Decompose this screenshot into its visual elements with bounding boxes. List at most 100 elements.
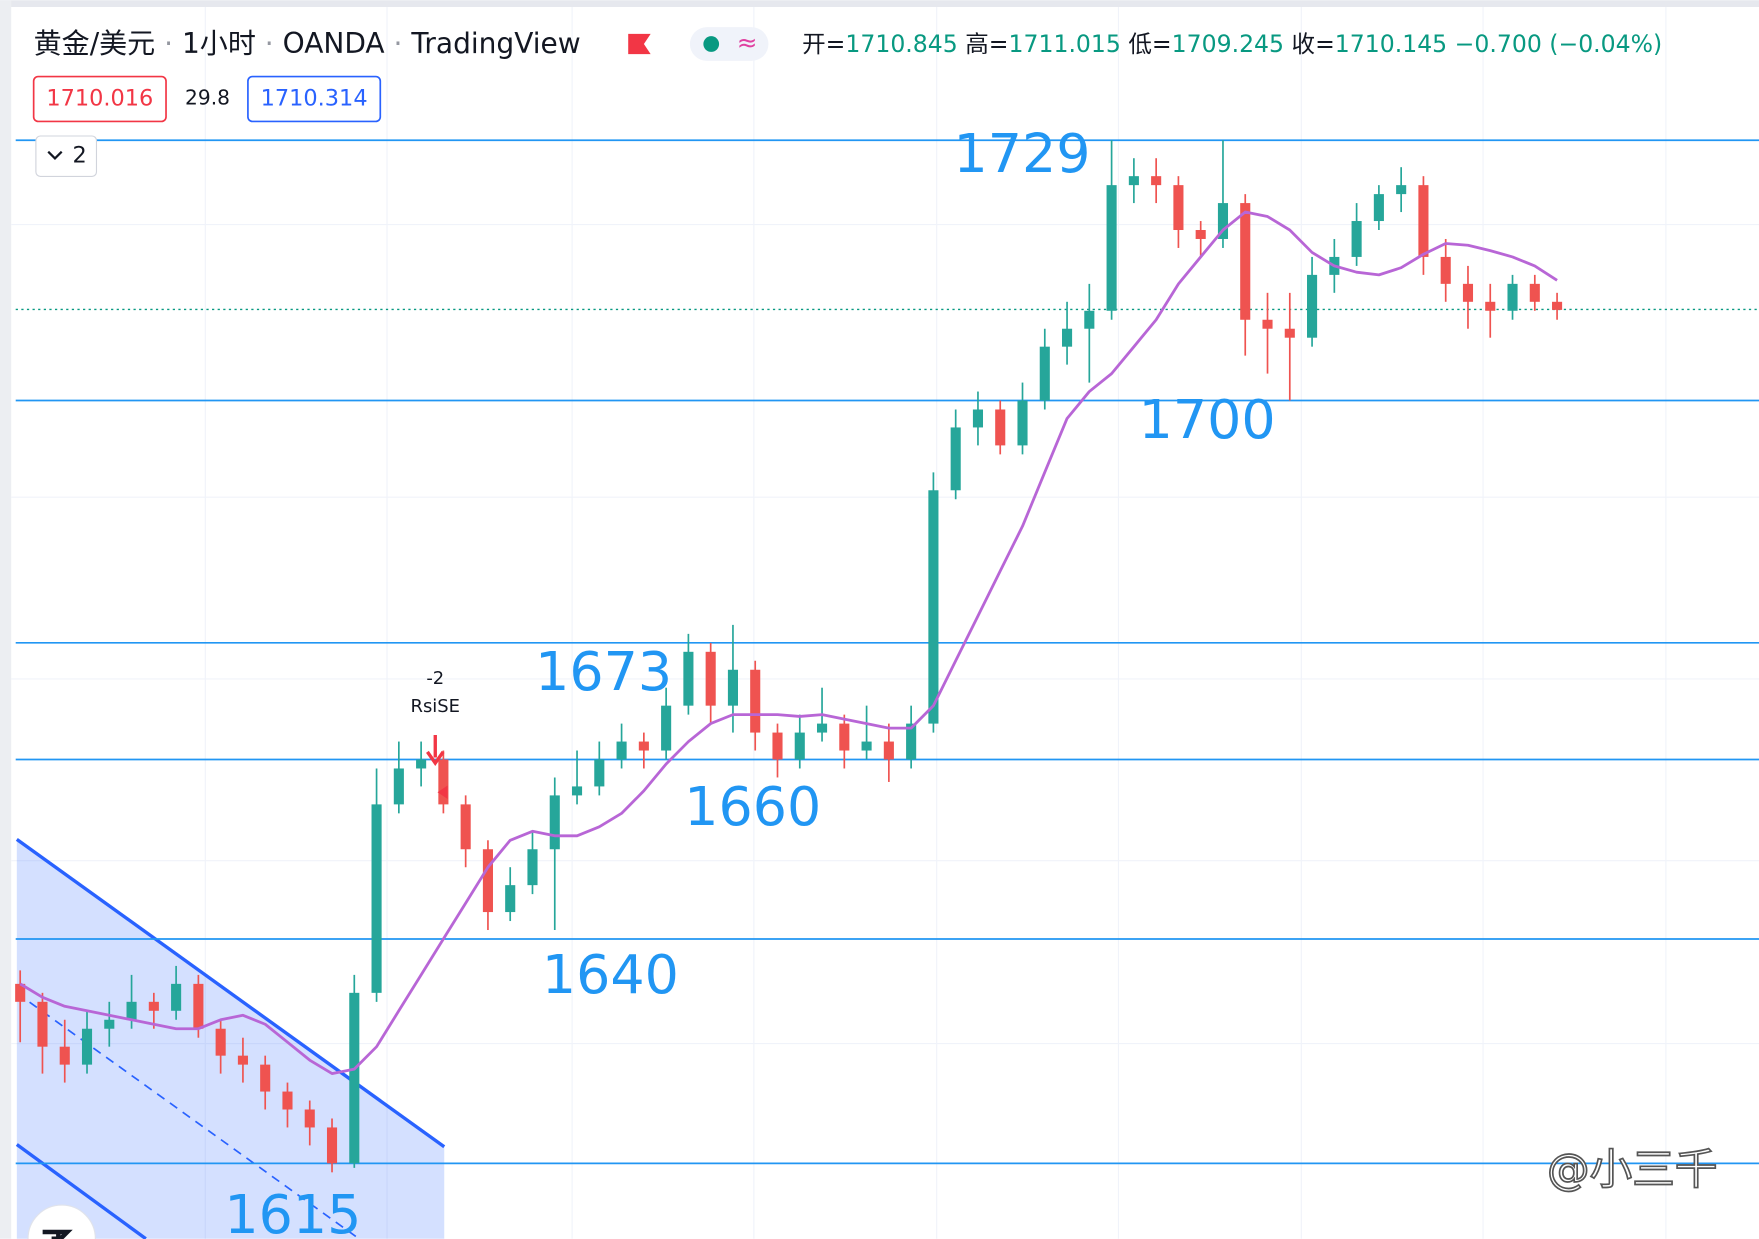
ohlc-value: 1711.015 [1009, 30, 1121, 58]
candle-body [260, 1064, 271, 1092]
left-border [0, 0, 12, 1239]
level-label: 1673 [535, 640, 672, 703]
signal-marker [437, 785, 448, 799]
spread: 29.8 [185, 85, 230, 109]
candle-body [794, 732, 805, 760]
candle-body [683, 651, 694, 706]
sell-box[interactable] [32, 75, 167, 123]
indicator-toggle[interactable] [35, 135, 98, 177]
plot [15, 139, 1759, 1173]
candle-body [104, 1019, 115, 1029]
candle-body [1106, 185, 1117, 311]
indicator-count: 2 [73, 143, 87, 169]
candle-body [928, 490, 939, 724]
candle-body [1284, 328, 1295, 338]
candle-body [594, 759, 605, 787]
candle-body [1351, 221, 1362, 257]
candle-body [59, 1046, 70, 1065]
candle-body [1529, 283, 1540, 302]
source: TradingView [410, 27, 580, 60]
candle-body [861, 741, 872, 751]
candle-body [995, 409, 1006, 446]
status-dot [703, 36, 720, 52]
ohlc-value: 1710.145 [1335, 30, 1447, 58]
signal-value: -2 [426, 668, 444, 689]
grid [11, 6, 1759, 1239]
candle-body [1039, 346, 1050, 401]
candle-body [750, 669, 761, 733]
candle-body [549, 795, 560, 850]
separator: · [265, 27, 283, 60]
candle-body [393, 768, 404, 805]
candle-body [460, 804, 471, 850]
candle-body [193, 983, 204, 1029]
interval: 1小时 [182, 27, 256, 60]
candle-body [1440, 256, 1451, 284]
candle-body [349, 992, 360, 1164]
level-label: 1729 [954, 122, 1091, 185]
channel-mid [16, 992, 360, 1239]
candle-body [1418, 185, 1429, 257]
candle-body [816, 723, 828, 733]
candle-body [482, 849, 493, 913]
candle-body [1128, 176, 1139, 186]
spacer [958, 30, 966, 58]
candle-body [1552, 301, 1563, 310]
candle-body [215, 1028, 226, 1056]
candle-body [126, 1001, 137, 1020]
candle-body [839, 723, 850, 751]
candle-body [1240, 203, 1251, 320]
candle-body [148, 1001, 159, 1011]
candle-body [1217, 203, 1229, 239]
separator: · [394, 27, 412, 60]
candle-body [81, 1028, 93, 1065]
header-line: 黄金/美元 · 1小时 · OANDA · TradingView [34, 27, 581, 60]
candle-body [371, 804, 382, 993]
candle-body [1084, 310, 1095, 329]
candle-body [1485, 301, 1496, 311]
candle-body [438, 759, 449, 805]
buy-box[interactable] [247, 75, 382, 123]
candle-body [1507, 283, 1518, 311]
ohlc-label: 收= [1292, 30, 1335, 58]
candle-body [727, 669, 738, 706]
candle-body [1307, 274, 1318, 338]
candle-body [304, 1109, 315, 1128]
signal-arrow [426, 735, 445, 767]
candle-body [527, 849, 538, 886]
ohlc-label: 高= [965, 30, 1008, 58]
candle-body [972, 409, 984, 428]
candle-body [282, 1091, 293, 1110]
ohlc-label: 开= [802, 30, 845, 58]
watermark: @小三千 [1547, 1145, 1717, 1195]
channel-upper [15, 838, 446, 1149]
status-pill[interactable] [689, 27, 769, 61]
chevron-icon [47, 150, 63, 161]
candle-body [1396, 185, 1407, 195]
spacer [1447, 30, 1455, 58]
candle-body [1151, 176, 1162, 186]
separator: · [164, 27, 182, 60]
candle-body [906, 723, 917, 760]
candle-body [1262, 319, 1273, 329]
candle-body [416, 759, 427, 769]
candle-body [326, 1127, 338, 1164]
spacer [1121, 30, 1129, 58]
candle-body [638, 741, 649, 751]
candle-body [237, 1055, 248, 1065]
moving-average [19, 210, 1558, 1076]
candle-body [616, 741, 627, 760]
signal-name: RsiSE [411, 696, 461, 717]
candle-body [705, 651, 716, 706]
candle-body [1195, 230, 1206, 239]
status-icon: ≈ [737, 28, 758, 57]
exchange: OANDA [283, 27, 385, 60]
candle-body [772, 732, 783, 760]
candle-body [571, 786, 583, 796]
ohlc-change: −0.700 (−0.04%) [1455, 30, 1663, 58]
channel-lower [15, 1143, 147, 1239]
symbol: 黄金/美元 [34, 27, 156, 60]
flag-icon[interactable] [628, 33, 651, 55]
